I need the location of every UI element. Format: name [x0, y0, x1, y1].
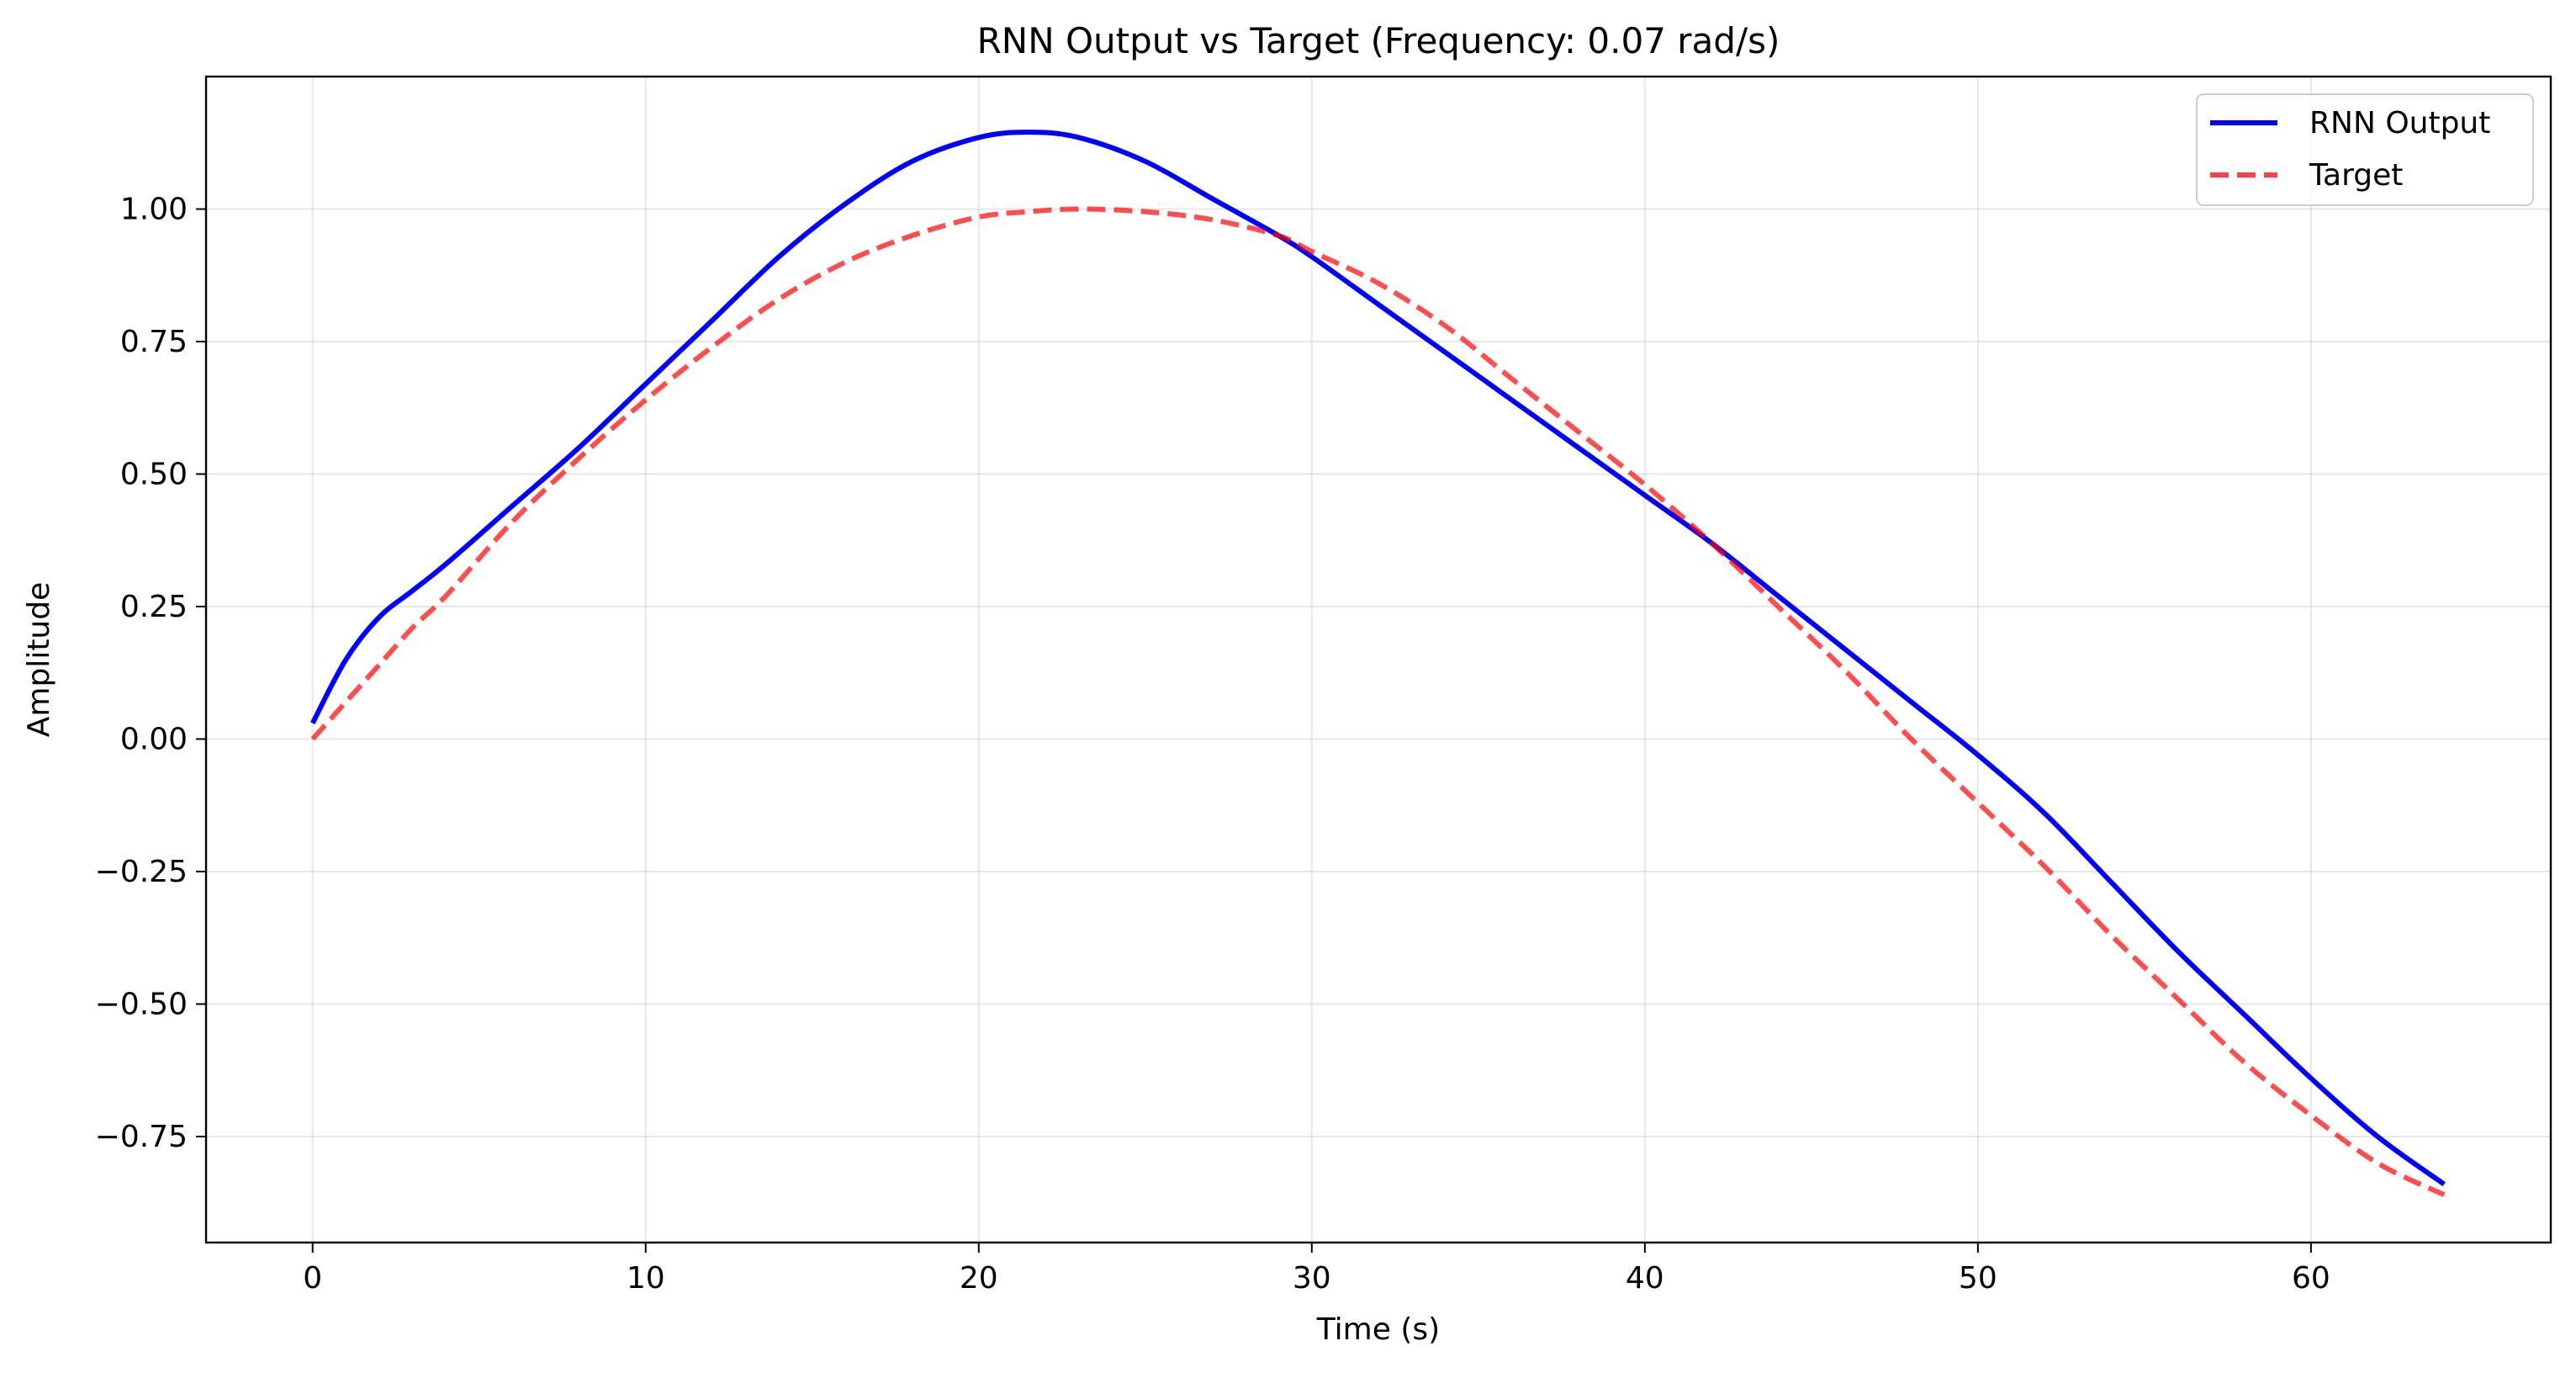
series-layer [310, 130, 2446, 1198]
y-tick-label: −0.75 [95, 1120, 188, 1154]
y-tick-label: 0.25 [120, 590, 188, 624]
y-axis-ticks: −0.75 −0.50 −0.25 0.00 0.25 0.50 0.75 1.00 [95, 193, 206, 1154]
x-tick-label: 10 [627, 1261, 665, 1296]
grid-layer [206, 77, 2551, 1243]
x-tick-label: 50 [1959, 1261, 1997, 1296]
y-tick-label: 0.50 [120, 458, 188, 492]
x-tick-label: 60 [2292, 1261, 2330, 1296]
plot-frame [204, 75, 2552, 1244]
x-tick-label: 30 [1293, 1261, 1331, 1296]
y-tick-label: 0.00 [120, 723, 188, 757]
y-tick-label: −0.50 [95, 988, 188, 1022]
series-line-target [310, 206, 2446, 1198]
legend-box [2196, 93, 2534, 206]
x-tick-label: 20 [960, 1261, 998, 1296]
legend: RNN Output Target [2196, 93, 2534, 206]
legend-label-target: Target [2309, 158, 2403, 193]
y-axis-label: Amplitude [22, 582, 56, 737]
x-axis-label: Time (s) [1316, 1312, 1440, 1347]
x-tick-label: 40 [1626, 1261, 1664, 1296]
y-tick-label: 0.75 [120, 325, 188, 359]
y-tick-label: 1.00 [120, 193, 188, 227]
chart-title: RNN Output vs Target (Frequency: 0.07 ra… [977, 20, 1780, 61]
x-tick-label: 0 [303, 1261, 322, 1296]
series-line-rnn-output [310, 130, 2446, 1187]
legend-label-rnn-output: RNN Output [2309, 106, 2490, 140]
y-tick-label: −0.25 [95, 855, 188, 889]
x-axis-ticks: 0 10 20 30 40 50 60 [303, 1243, 2330, 1296]
